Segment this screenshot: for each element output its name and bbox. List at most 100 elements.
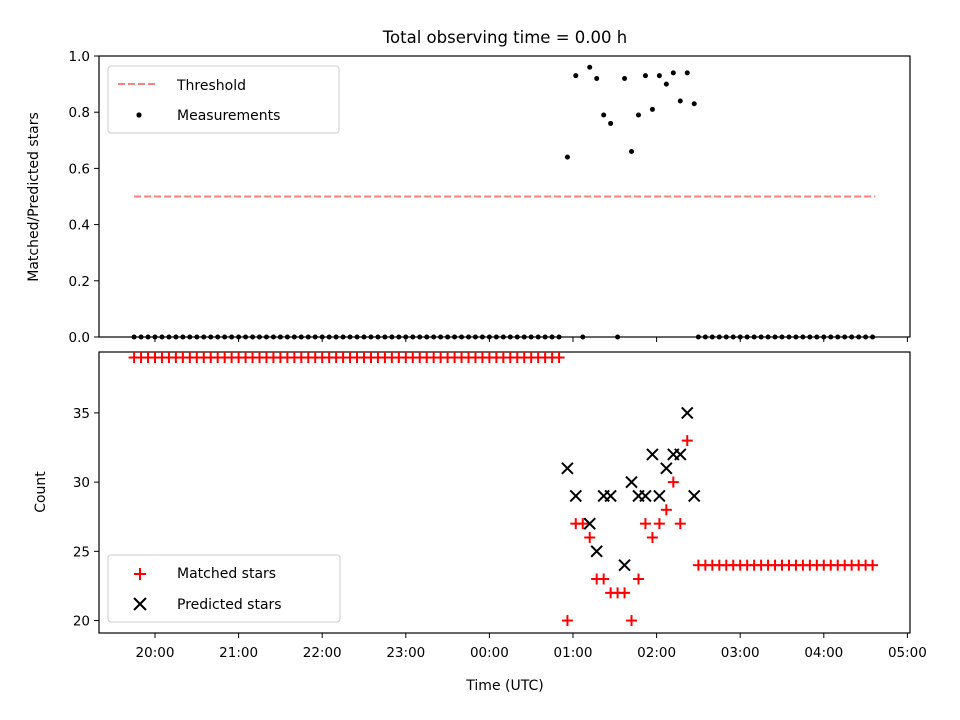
measurement-point: [691, 101, 697, 107]
axes-frames: [98, 55, 911, 634]
measurement-point: [333, 334, 339, 340]
measurement-point: [656, 73, 662, 79]
legend-predicted-swatch: [133, 597, 147, 611]
measurement-point: [601, 112, 607, 118]
measurement-point: [201, 334, 207, 340]
bottom-plot-data: [128, 352, 879, 627]
measurement-point: [131, 334, 137, 340]
top-y-tick-label: 1.0: [69, 49, 90, 65]
measurement-point: [229, 334, 235, 340]
measurement-point: [263, 334, 269, 340]
measurement-point: [270, 334, 276, 340]
x-tick-label: 05:00: [888, 645, 927, 661]
cross-stroke-b: [561, 462, 574, 475]
matched-star-point: [639, 518, 651, 530]
top-y-tick-label: 0.0: [69, 330, 90, 346]
bottom-y-tick-label: 35: [73, 406, 90, 422]
x-tick-label: 00:00: [470, 645, 509, 661]
matched-star-point: [619, 587, 631, 599]
cross-stroke-b: [674, 448, 687, 461]
measurement-point: [410, 334, 416, 340]
measurement-point: [194, 334, 200, 340]
measurement-point: [615, 334, 621, 340]
predicted-star-point: [674, 448, 687, 461]
cross-stroke-b: [625, 475, 638, 489]
measurement-point: [291, 334, 297, 340]
legend-predicted-label: Predicted stars: [177, 597, 282, 613]
measurement-point: [396, 334, 402, 340]
predicted-star-point: [583, 517, 596, 530]
measurement-point: [528, 334, 534, 340]
measurement-point: [695, 334, 701, 340]
cross-stroke-b: [604, 489, 617, 503]
measurement-point: [629, 149, 635, 155]
bottom-y-tick-label: 25: [73, 544, 90, 560]
top-y-tick-label: 0.8: [69, 105, 90, 121]
measurement-point: [445, 334, 451, 340]
predicted-star-point: [625, 475, 638, 489]
measurement-point: [828, 334, 834, 340]
x-tick-label: 20:00: [136, 645, 175, 661]
measurement-point: [542, 334, 548, 340]
measurement-point: [521, 334, 527, 340]
predicted-star-point: [618, 558, 631, 572]
measurement-point: [535, 334, 541, 340]
measurement-point: [424, 334, 430, 340]
measurement-point: [670, 70, 676, 76]
x-tick-label: 04:00: [804, 645, 843, 661]
tick-layer: 0.0 0.2 0.4 0.6 0.8 1.0 20 25 30 35 20:00 21:00 22:0…: [69, 49, 927, 661]
measurement-point: [382, 334, 388, 340]
predicted-star-point: [590, 545, 603, 558]
predicted-star-point: [653, 489, 666, 503]
measurement-point: [277, 334, 283, 340]
measurement-point: [493, 334, 499, 340]
measurement-point: [472, 334, 478, 340]
bottom-axes-frame: [98, 351, 911, 634]
matched-star-point: [646, 531, 658, 543]
measurement-point: [870, 334, 876, 340]
x-tick-label: 01:00: [554, 645, 593, 661]
measurement-point: [723, 334, 729, 340]
measurement-point: [389, 334, 395, 340]
legend-matched-swatch: [134, 568, 146, 580]
measurement-point: [580, 334, 586, 340]
measurement-point: [326, 334, 332, 340]
measurement-point: [779, 334, 785, 340]
measurement-point: [716, 334, 722, 340]
measurement-point: [684, 70, 690, 76]
cross-stroke-b: [639, 489, 652, 503]
measurement-point: [354, 334, 360, 340]
cross-stroke-b: [653, 489, 666, 503]
measurement-point: [786, 334, 792, 340]
cross-stroke-b: [569, 489, 582, 503]
bottom-legend: Matched stars Predicted stars: [107, 554, 341, 623]
measurement-point: [500, 334, 506, 340]
measurement-point: [758, 334, 764, 340]
predicted-star-point: [569, 489, 582, 503]
matched-star-point: [584, 531, 596, 543]
cross-stroke-b: [618, 558, 631, 572]
measurement-point: [622, 75, 628, 81]
top-y-axis-label: Matched/Predicted stars: [26, 112, 42, 282]
measurement-point: [257, 334, 262, 340]
matched-star-point: [867, 559, 879, 571]
measurement-point: [438, 334, 444, 340]
measurement-point: [677, 98, 683, 104]
measurement-point: [243, 334, 249, 340]
measurement-point: [849, 334, 855, 340]
measurement-point: [635, 112, 641, 118]
bottom-y-tick-label: 20: [73, 614, 90, 630]
x-tick-label: 02:00: [637, 645, 676, 661]
measurement-point: [514, 334, 520, 340]
measurement-point: [807, 334, 813, 340]
measurement-point: [250, 334, 256, 340]
cross-stroke-b: [583, 517, 596, 530]
predicted-star-point: [639, 489, 652, 503]
measurement-point: [564, 154, 570, 160]
measurement-point: [649, 106, 655, 112]
measurement-point: [744, 334, 750, 340]
measurement-point: [417, 334, 423, 340]
legend-measurements-label: Measurements: [177, 108, 280, 124]
measurement-point: [842, 334, 848, 340]
